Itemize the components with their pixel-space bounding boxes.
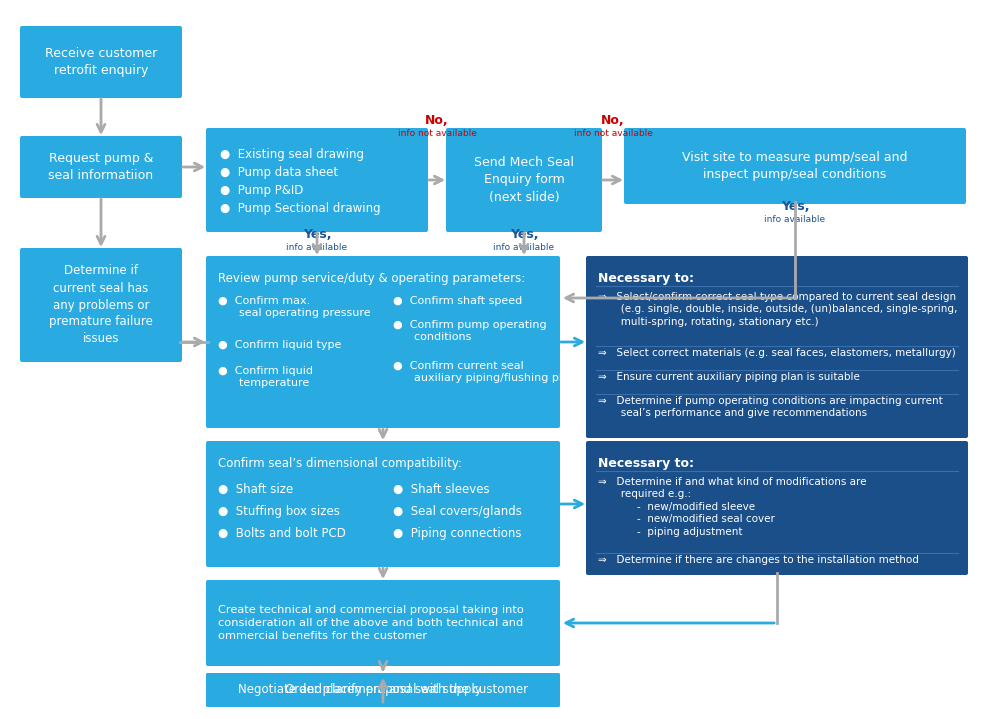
Text: info available: info available [493,244,555,252]
Text: No,: No, [601,114,625,127]
Text: info not available: info not available [574,129,652,137]
Text: ⇒   Select/confirm correct seal type compared to current seal design
       (e.g: ⇒ Select/confirm correct seal type compa… [598,292,957,327]
Text: ●  Piping connections: ● Piping connections [393,527,522,540]
FancyBboxPatch shape [206,128,428,232]
Text: Negotiate and clarify proposal with the customer: Negotiate and clarify proposal with the … [238,684,528,697]
Text: Yes,: Yes, [510,229,538,242]
Text: ⇒   Determine if pump operating conditions are impacting current
       seal’s p: ⇒ Determine if pump operating conditions… [598,396,943,418]
FancyBboxPatch shape [624,128,966,204]
Text: Determine if
current seal has
any problems or
premature failure
issues: Determine if current seal has any proble… [49,265,153,346]
Text: ●  Existing seal drawing: ● Existing seal drawing [220,148,364,161]
Text: ●  Confirm liquid
      temperature: ● Confirm liquid temperature [218,366,313,388]
Text: ●  Confirm current seal
      auxiliary piping/flushing plan: ● Confirm current seal auxiliary piping/… [393,361,576,383]
FancyBboxPatch shape [206,673,560,707]
Text: ●  Bolts and bolt PCD: ● Bolts and bolt PCD [218,527,346,540]
Text: ⇒   Determine if there are changes to the installation method: ⇒ Determine if there are changes to the … [598,555,919,565]
Text: ●  Seal covers/glands: ● Seal covers/glands [393,505,522,518]
FancyBboxPatch shape [586,441,968,575]
Text: ⇒   Select correct materials (e.g. seal faces, elastomers, metallurgy): ⇒ Select correct materials (e.g. seal fa… [598,348,956,358]
Text: ●  Confirm max.
      seal operating pressure: ● Confirm max. seal operating pressure [218,296,371,319]
Text: Review pump service/duty & operating parameters:: Review pump service/duty & operating par… [218,272,525,285]
FancyBboxPatch shape [20,136,182,198]
Text: Create technical and commercial proposal taking into
consideration all of the ab: Create technical and commercial proposal… [218,605,524,641]
FancyBboxPatch shape [206,256,560,428]
Text: Yes,: Yes, [781,201,809,214]
Text: No,: No, [425,114,449,127]
Text: Send Mech Seal
Enquiry form
(next slide): Send Mech Seal Enquiry form (next slide) [474,157,574,203]
FancyBboxPatch shape [206,441,560,567]
FancyBboxPatch shape [20,248,182,362]
Text: ●  Confirm pump operating
      conditions: ● Confirm pump operating conditions [393,320,547,342]
Text: Order placement and seal supply: Order placement and seal supply [285,684,481,697]
Text: ●  Shaft size: ● Shaft size [218,483,293,496]
Text: ●  Confirm shaft speed: ● Confirm shaft speed [393,296,522,306]
Text: Necessary to:: Necessary to: [598,457,694,470]
Text: ●  Confirm liquid type: ● Confirm liquid type [218,340,341,350]
Text: info not available: info not available [398,129,476,137]
Text: ●  Pump data sheet: ● Pump data sheet [220,166,338,179]
Text: ●  Stuffing box sizes: ● Stuffing box sizes [218,505,340,518]
Text: Request pump &
seal informatiion: Request pump & seal informatiion [48,152,154,182]
FancyBboxPatch shape [586,256,968,438]
Text: ⇒   Determine if and what kind of modifications are
       required e.g.:
      : ⇒ Determine if and what kind of modifica… [598,477,866,536]
Text: Visit site to measure pump/seal and
inspect pump/seal conditions: Visit site to measure pump/seal and insp… [682,151,908,181]
Text: ●  Pump P&ID: ● Pump P&ID [220,184,303,197]
FancyBboxPatch shape [20,26,182,98]
Text: ●  Pump Sectional drawing: ● Pump Sectional drawing [220,202,381,215]
FancyBboxPatch shape [206,673,560,707]
Text: ●  Shaft sleeves: ● Shaft sleeves [393,483,490,496]
Text: Confirm seal’s dimensional compatibility:: Confirm seal’s dimensional compatibility… [218,457,462,470]
Text: info available: info available [764,216,826,224]
Text: Receive customer
retrofit enquiry: Receive customer retrofit enquiry [45,47,157,77]
Text: Yes,: Yes, [303,229,331,242]
FancyBboxPatch shape [206,580,560,666]
Text: info available: info available [286,244,348,252]
FancyBboxPatch shape [446,128,602,232]
Text: Necessary to:: Necessary to: [598,272,694,285]
Text: ⇒   Ensure current auxiliary piping plan is suitable: ⇒ Ensure current auxiliary piping plan i… [598,372,860,382]
